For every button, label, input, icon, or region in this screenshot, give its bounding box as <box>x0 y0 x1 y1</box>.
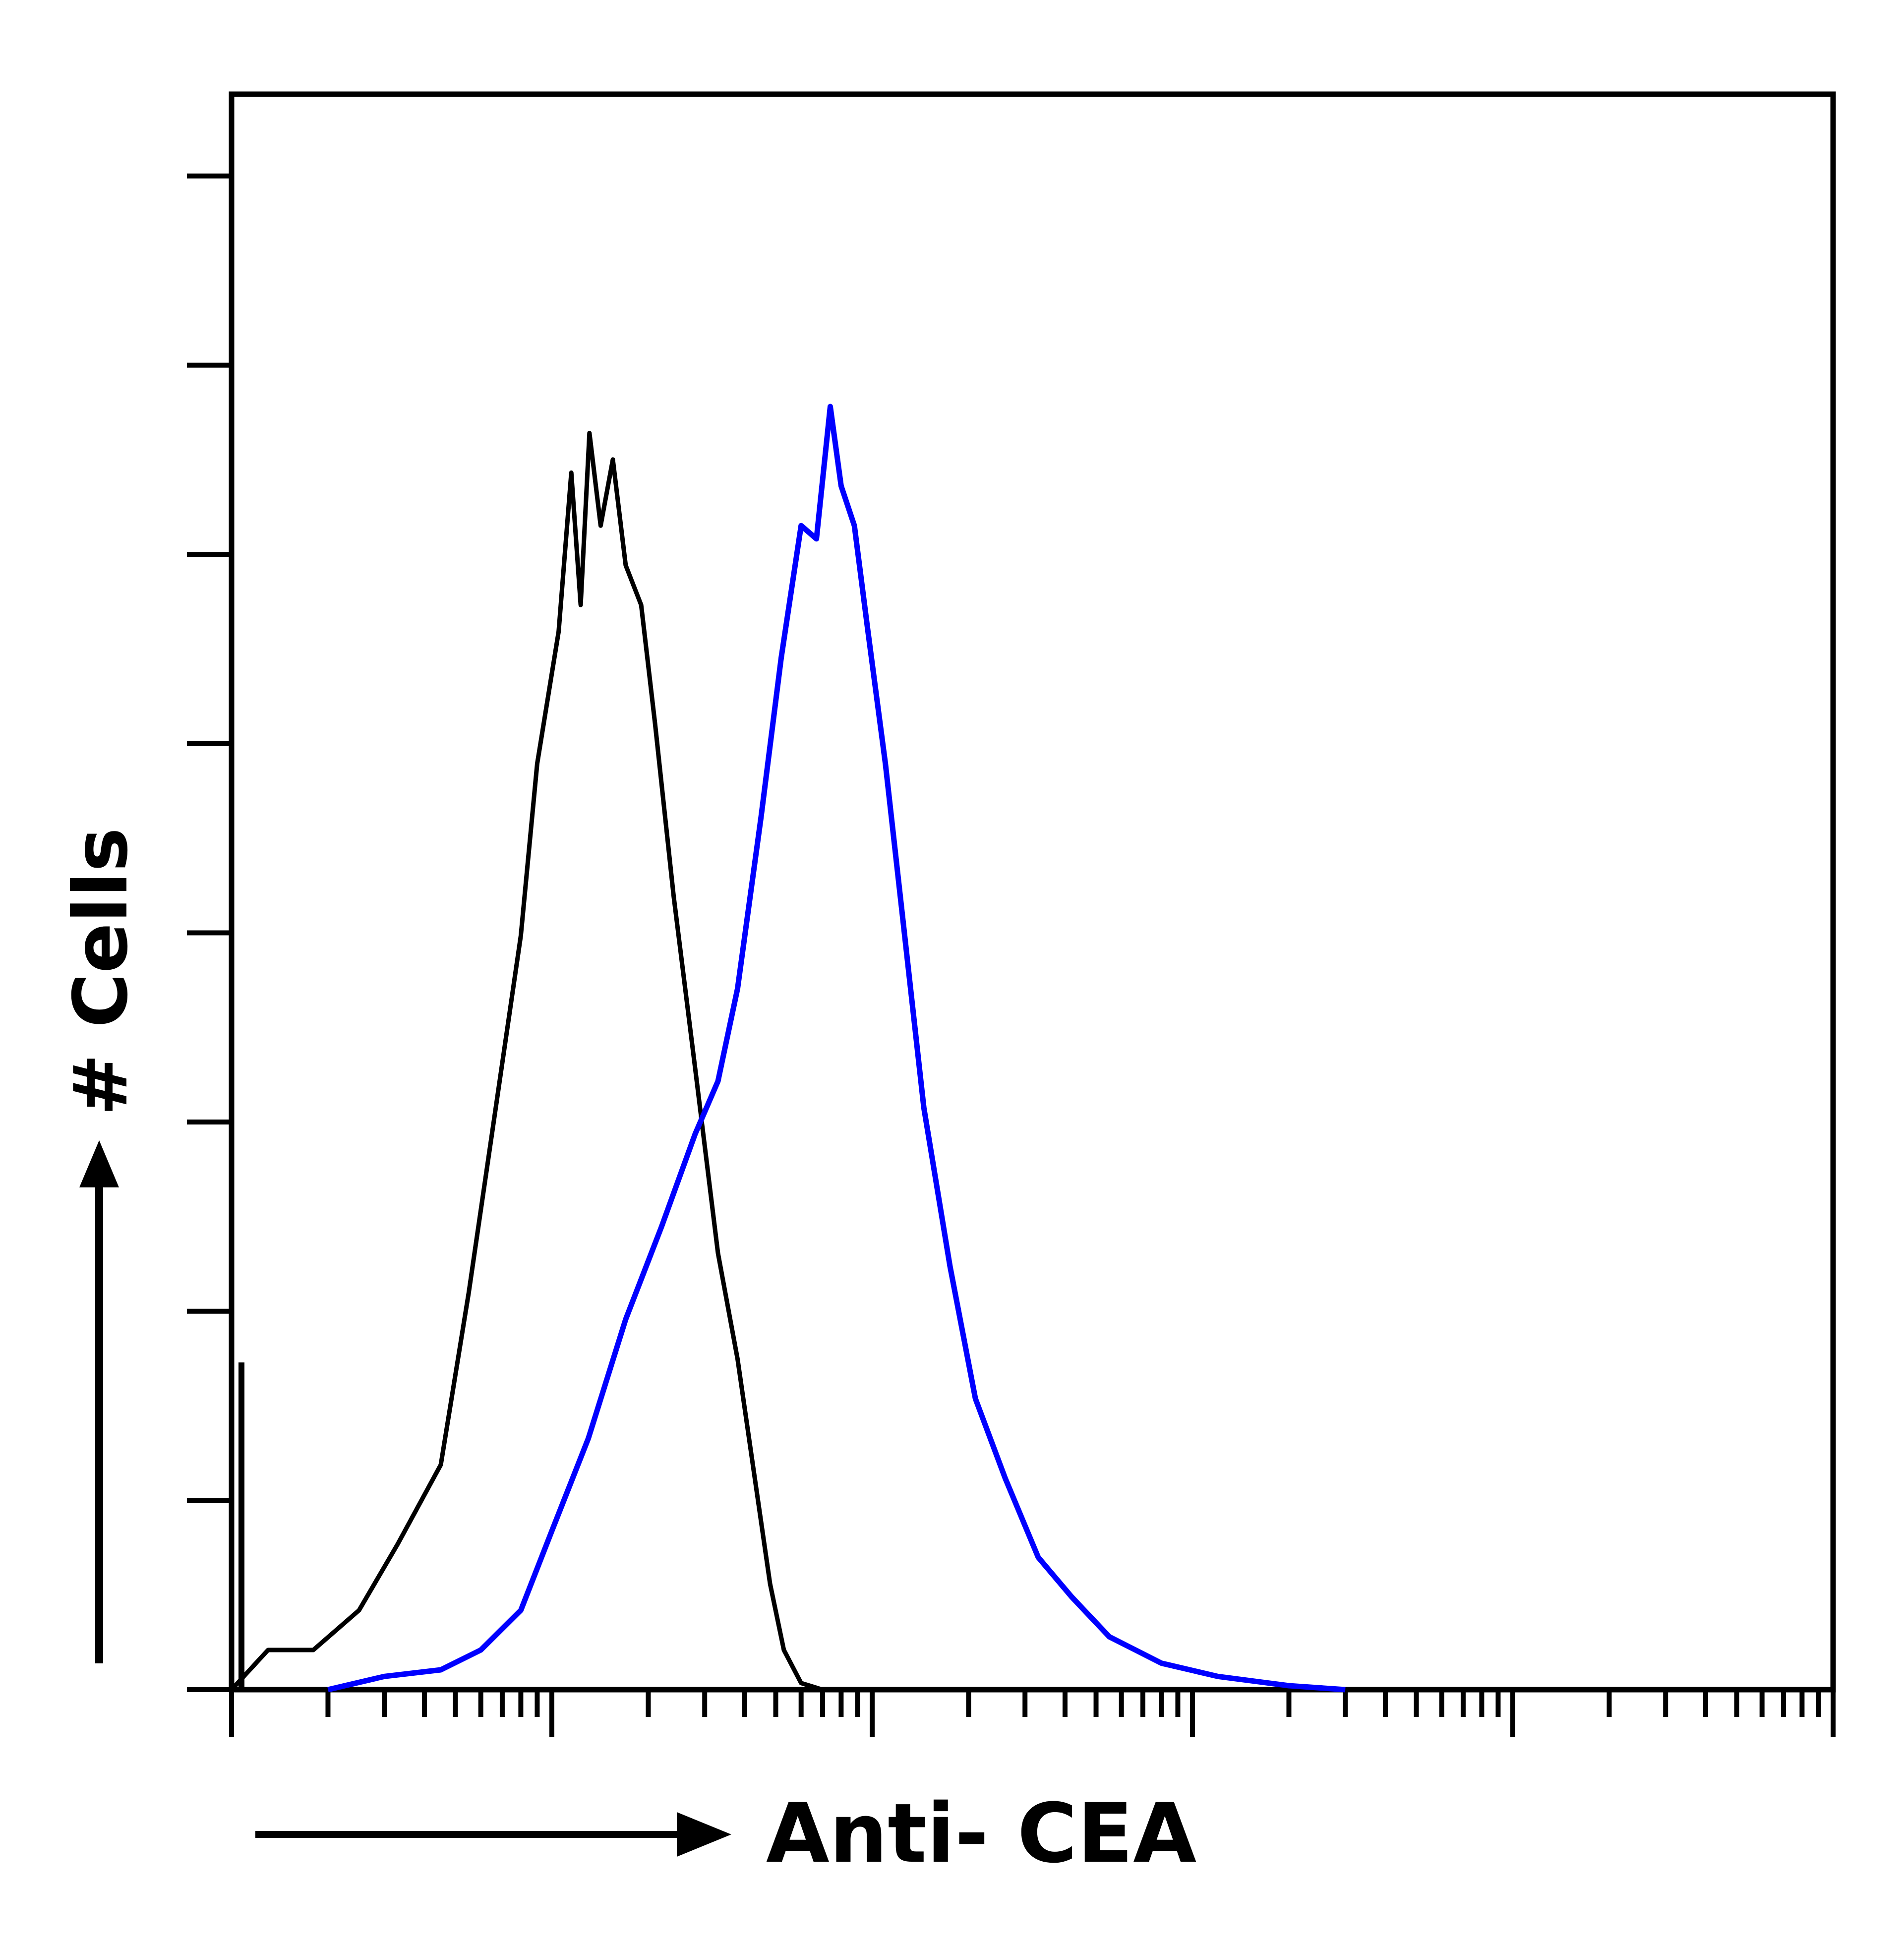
y-axis-arrow <box>79 1140 119 1663</box>
x-axis-arrow <box>255 1812 731 1857</box>
series-line-1 <box>230 430 824 1692</box>
y-axis-ticks <box>187 174 232 1692</box>
y-axis-label: # Cells <box>58 827 144 1116</box>
series-line-2 <box>327 404 1346 1693</box>
x-axis-ticks <box>187 1687 1836 1737</box>
plot-frame <box>229 91 1836 1693</box>
x-axis-label: Anti- CEA <box>766 1786 1196 1881</box>
histogram-series <box>230 404 1346 1693</box>
